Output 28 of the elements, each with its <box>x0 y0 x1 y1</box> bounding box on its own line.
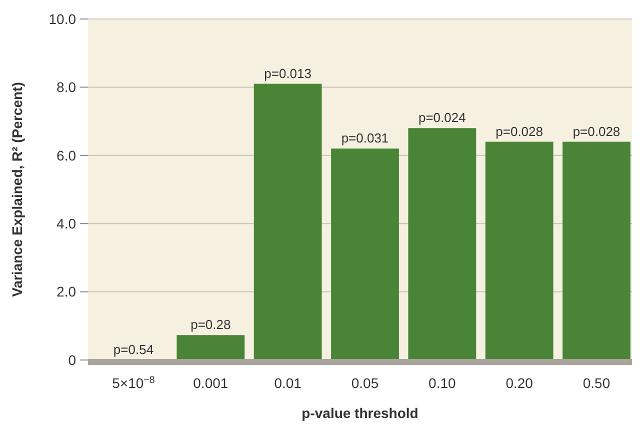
bar <box>408 128 476 360</box>
x-axis-title: p-value threshold <box>302 405 418 421</box>
y-tick-label: 8.0 <box>56 79 76 96</box>
x-tick-label: 0.01 <box>274 375 302 391</box>
annotation: p=0.031 <box>341 130 389 146</box>
annotation: p=0.54 <box>113 342 154 357</box>
bar <box>331 148 399 360</box>
y-tick-label: 2.0 <box>56 284 76 300</box>
y-tick-label: 10.0 <box>48 10 76 27</box>
x-tick-label: 0.10 <box>428 375 456 391</box>
x-tick-label: 0.001 <box>193 375 228 391</box>
y-axis-title: Variance Explained, R² (Percent) <box>9 82 25 297</box>
annotation: p=0.024 <box>418 110 466 126</box>
annotation: p=0.028 <box>572 124 620 139</box>
x-tick-label: 0.20 <box>506 375 534 391</box>
x-tick-label: 5×10$^{−8}$ <box>112 374 156 391</box>
y-tick-label: 6.0 <box>56 147 76 164</box>
annotation: p=0.013 <box>264 66 312 81</box>
x-tick-label: 0.05 <box>351 375 379 391</box>
annotation: p=0.28 <box>190 317 231 332</box>
bar <box>562 142 630 360</box>
bar <box>254 84 322 360</box>
annotation: p=0.028 <box>496 124 544 139</box>
bar <box>485 142 554 360</box>
y-tick-label: 4.0 <box>56 216 76 232</box>
x-tick-label: 0.50 <box>582 375 610 391</box>
bar <box>176 335 245 360</box>
y-tick-label: 0 <box>68 352 76 368</box>
